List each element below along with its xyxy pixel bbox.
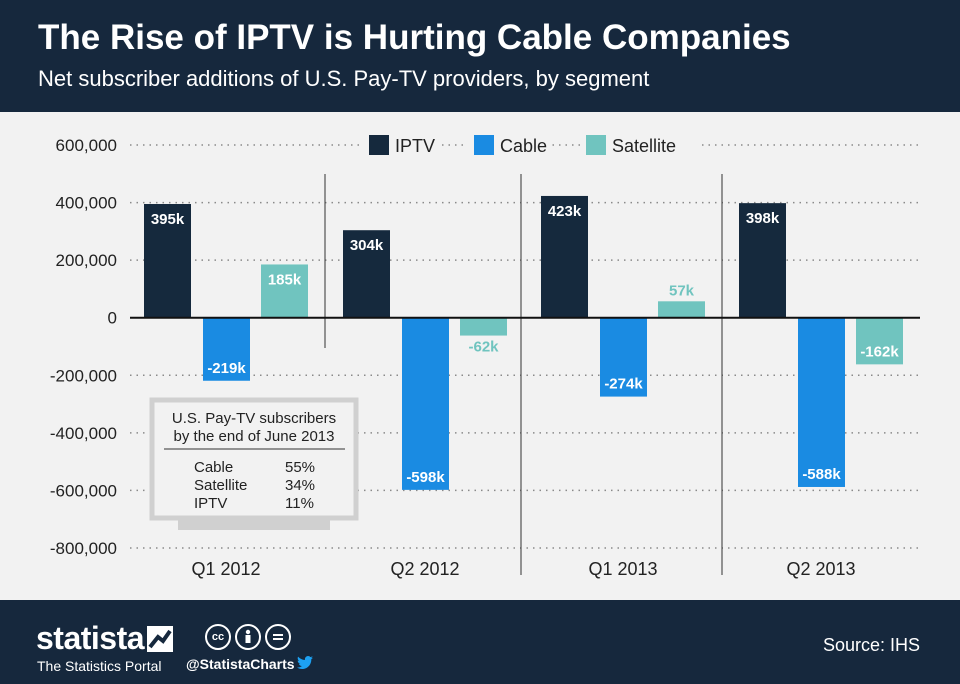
no-derivatives-icon xyxy=(265,624,291,650)
source-note: Source: IHS xyxy=(822,635,920,655)
x-tick-label: Q1 2012 xyxy=(191,559,260,579)
bar-cable xyxy=(798,317,845,487)
legend-swatch-cable xyxy=(474,135,494,155)
inset-row-value: 55% xyxy=(285,459,315,476)
data-label: -274k xyxy=(604,376,643,393)
x-tick-label: Q1 2013 xyxy=(588,559,657,579)
data-label: 57k xyxy=(669,282,695,299)
data-label: -598k xyxy=(406,469,445,486)
data-label: 395k xyxy=(151,211,185,228)
bar-chart: 600,000 400,000 200,000 0 -200,000 -400,000 -6… xyxy=(50,133,920,579)
twitter-icon[interactable] xyxy=(297,656,313,670)
bar-iptv xyxy=(343,230,390,318)
data-label: 304k xyxy=(350,237,384,254)
y-tick-label: -600,000 xyxy=(50,481,117,500)
footer: statista The Statistics Portal cc @Stati… xyxy=(0,600,960,684)
x-tick-label: Q2 2013 xyxy=(786,559,855,579)
y-tick-label: 400,000 xyxy=(56,194,117,213)
creative-commons-icon: cc xyxy=(205,624,231,650)
license-icons[interactable]: cc xyxy=(205,624,291,650)
y-tick-label: 200,000 xyxy=(56,251,117,270)
y-tick-label: -800,000 xyxy=(50,539,117,558)
legend-label-cable: Cable xyxy=(500,136,547,156)
legend-label-iptv: IPTV xyxy=(395,136,435,156)
chart-title: The Rise of IPTV is Hurting Cable Compan… xyxy=(38,18,791,57)
tv-stand xyxy=(178,518,330,530)
inset-row-label: IPTV xyxy=(194,495,227,512)
twitter-handle[interactable]: @StatistaCharts xyxy=(186,656,295,672)
data-label: -219k xyxy=(207,360,246,377)
data-label: -588k xyxy=(802,466,841,483)
legend-swatch-satellite xyxy=(586,135,606,155)
data-label: 423k xyxy=(548,203,582,220)
y-tick-label: -400,000 xyxy=(50,424,117,443)
tagline: The Statistics Portal xyxy=(37,658,162,674)
inset-row-value: 11% xyxy=(285,495,314,512)
tv-screen xyxy=(149,397,359,521)
bar-satellite xyxy=(460,317,507,336)
bar-cable xyxy=(600,317,647,397)
y-tick-label: 0 xyxy=(108,309,117,328)
inset-title-line1: U.S. Pay-TV subscribers xyxy=(172,410,336,427)
legend-swatch-iptv xyxy=(369,135,389,155)
bar-iptv xyxy=(541,195,588,318)
y-tick-label: 600,000 xyxy=(56,136,117,155)
header: The Rise of IPTV is Hurting Cable Compan… xyxy=(0,0,960,112)
bar-satellite xyxy=(261,264,308,318)
inset-row-label: Cable xyxy=(194,459,233,476)
bar-cable xyxy=(402,317,449,490)
bar-cable xyxy=(203,317,250,381)
inset-row-label: Satellite xyxy=(194,477,247,494)
chart-subtitle: Net subscriber additions of U.S. Pay-TV … xyxy=(38,66,650,91)
y-tick-label: -200,000 xyxy=(50,366,117,385)
attribution-icon xyxy=(235,624,261,650)
data-label: -162k xyxy=(860,343,899,360)
bar-satellite xyxy=(856,317,903,365)
statista-logo[interactable]: statista xyxy=(36,620,145,656)
inset-title-line2: by the end of June 2013 xyxy=(174,428,335,445)
data-label: -62k xyxy=(468,339,499,356)
data-label: 398k xyxy=(746,210,780,227)
data-label: 185k xyxy=(268,271,302,288)
bar-satellite xyxy=(658,301,705,318)
bar-iptv xyxy=(144,204,191,318)
statista-logo-icon xyxy=(147,626,173,652)
legend-label-satellite: Satellite xyxy=(612,136,676,156)
bar-iptv xyxy=(739,203,786,318)
inset-row-value: 34% xyxy=(285,477,315,494)
x-tick-label: Q2 2012 xyxy=(390,559,459,579)
